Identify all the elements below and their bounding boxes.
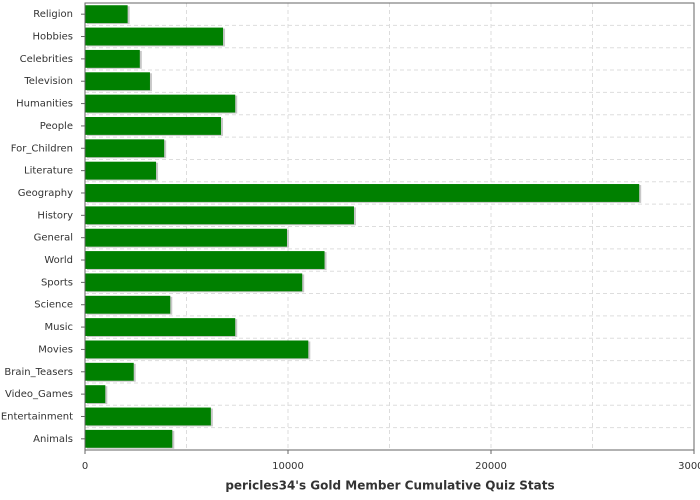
y-tick-label: General (34, 233, 73, 244)
y-tick-label: World (44, 255, 73, 266)
y-tick-label: Sports (41, 277, 73, 288)
x-tick-label: 30000 (678, 461, 700, 472)
y-tick-label: Music (45, 322, 73, 333)
y-tick-label: People (40, 121, 73, 132)
bar (85, 429, 173, 448)
y-tick-label: Literature (24, 166, 73, 177)
y-tick-label: Video_Games (5, 389, 73, 400)
bar (85, 362, 134, 381)
plot-border (84, 2, 695, 451)
x-tick-label: 20000 (475, 461, 507, 472)
y-tick-label: Humanities (16, 99, 73, 110)
y-tick-label: History (37, 210, 73, 221)
bar (85, 5, 128, 24)
y-tick-label: Religion (33, 9, 73, 20)
y-tick-label: Science (34, 300, 73, 311)
bar (85, 206, 354, 225)
bar (85, 251, 325, 269)
bar (85, 228, 287, 247)
y-tick-label: Celebrities (20, 54, 73, 65)
bar (85, 161, 157, 180)
y-tick-label: Hobbies (33, 32, 73, 43)
bar (85, 139, 165, 158)
bar (85, 116, 222, 135)
x-tick-label: 10000 (272, 461, 304, 472)
x-tick-label: 0 (82, 461, 88, 472)
bar (85, 318, 236, 337)
bar (85, 94, 236, 113)
bar (85, 340, 309, 359)
bar (85, 49, 140, 68)
bar (85, 184, 640, 202)
y-tick-label: Brain_Teasers (4, 367, 73, 378)
y-tick-label: Geography (18, 188, 73, 199)
bar (85, 295, 171, 314)
bar (85, 407, 211, 426)
x-axis-title: pericles34's Gold Member Cumulative Quiz… (225, 479, 554, 493)
bar (85, 385, 106, 404)
y-tick-label: Movies (38, 344, 73, 355)
y-tick-label: For_Children (11, 143, 73, 154)
y-tick-label: Entertainment (1, 411, 73, 422)
y-tick-label: Television (23, 76, 73, 87)
y-tick-label: Animals (33, 434, 73, 445)
bar (85, 27, 224, 46)
bar (85, 72, 150, 91)
bar (85, 273, 303, 292)
